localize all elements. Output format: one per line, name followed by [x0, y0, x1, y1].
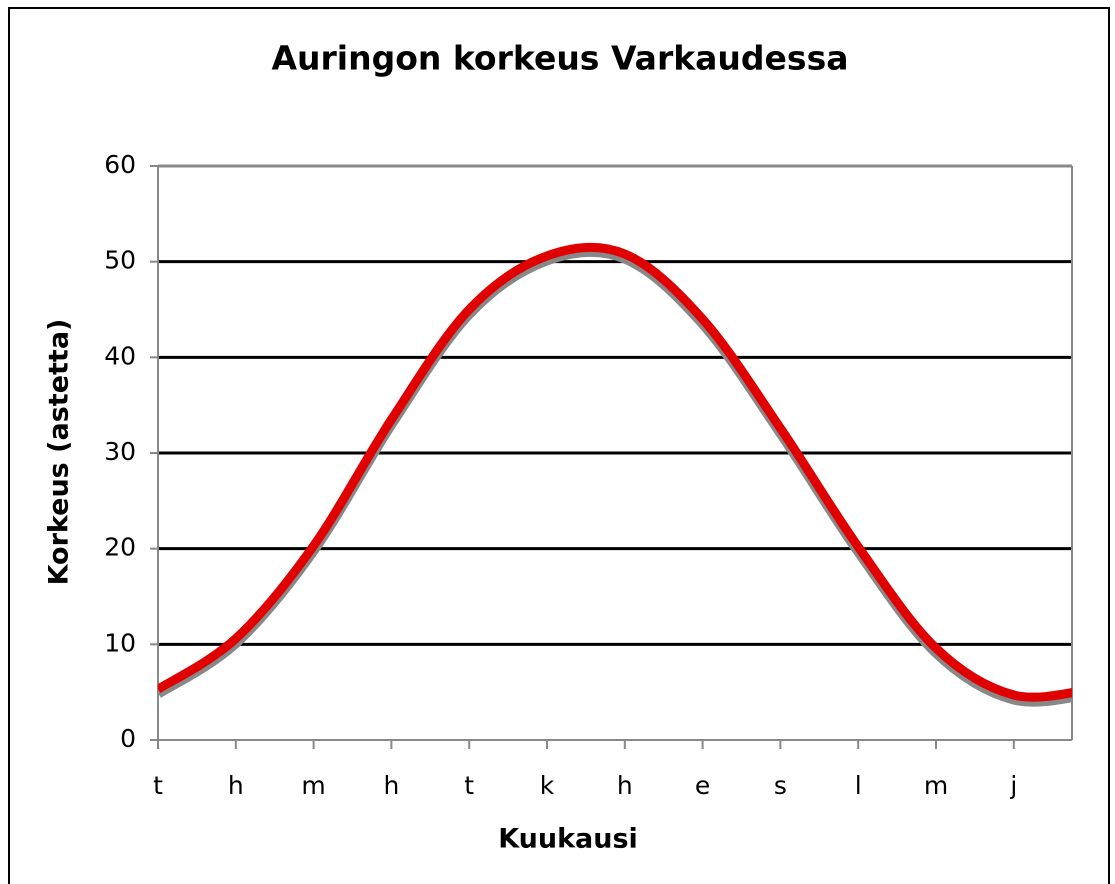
y-tick-label: 20	[104, 533, 136, 562]
x-tick-label: j	[1009, 771, 1017, 800]
y-tick-label: 30	[104, 437, 136, 466]
x-tick-label: h	[617, 771, 633, 800]
frame	[8, 7, 1110, 884]
chart-title: Auringon korkeus Varkaudessa	[271, 39, 848, 78]
y-tick-label: 50	[104, 246, 136, 275]
y-tick-label: 10	[104, 628, 136, 657]
x-tick-label: l	[855, 771, 862, 800]
x-tick-label: t	[153, 771, 163, 800]
x-tick-label: k	[540, 771, 555, 800]
x-tick-label: h	[383, 771, 399, 800]
y-axis-title: Korkeus (astetta)	[44, 319, 75, 586]
x-tick-label: m	[301, 771, 325, 800]
plot-area	[158, 242, 1072, 707]
line	[158, 242, 1072, 702]
x-tick-label: s	[774, 771, 787, 800]
x-tick-label: m	[924, 771, 948, 800]
x-tick-label: e	[695, 771, 710, 800]
x-tick-label: t	[464, 771, 474, 800]
y-tick-label: 40	[104, 341, 136, 370]
y-tick-label: 60	[104, 150, 136, 179]
x-axis-title: Kuukausi	[498, 824, 638, 855]
y-tick-label: 0	[120, 724, 136, 753]
line-shadow	[158, 245, 1072, 707]
x-tick-label: h	[228, 771, 244, 800]
